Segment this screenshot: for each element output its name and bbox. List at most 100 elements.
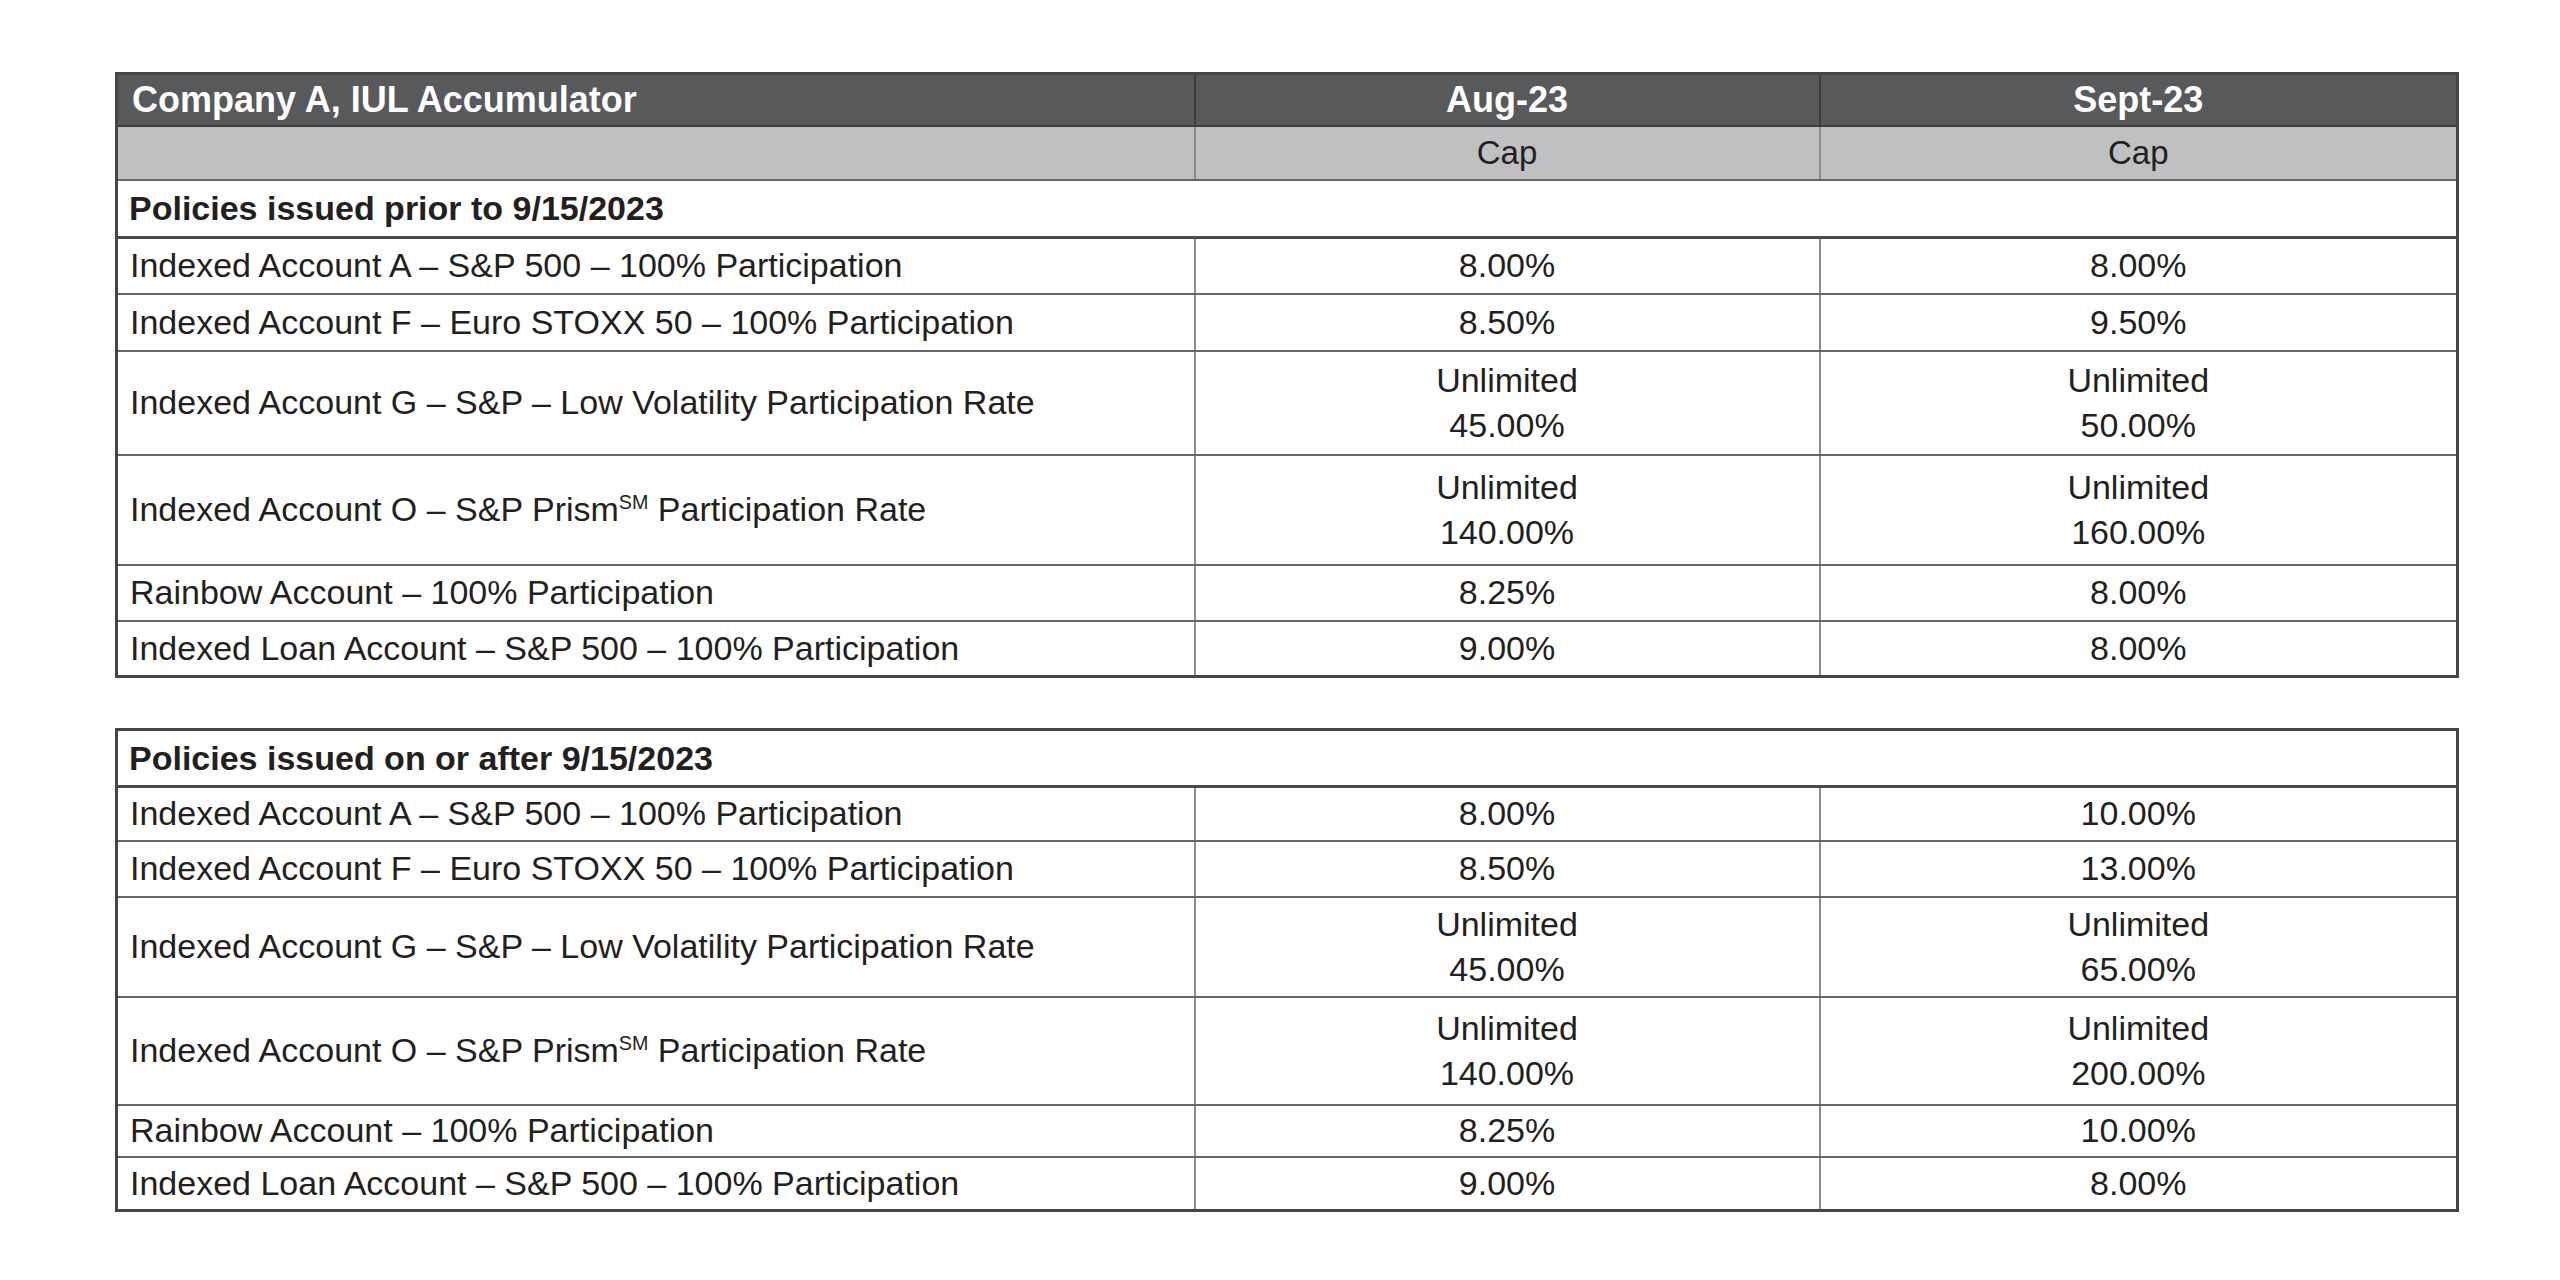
rate-value: Unlimited [1821,1006,2457,1051]
rate-value: 8.00% [1196,243,1819,288]
rates-table-after: Policies issued on or after 9/15/2023 Ind… [115,728,2459,1212]
rate-value: 8.00% [1196,791,1819,836]
row-label-text: Indexed Account O – S&P Prism [130,490,619,528]
rate-value: 8.50% [1196,846,1819,891]
rate-cell-sept: 9.50% [1820,294,2458,351]
table-row: Indexed Account G – S&P – Low Volatility… [117,897,2458,997]
rate-value: 50.00% [1821,403,2457,448]
rate-value: Unlimited [1196,465,1819,510]
table-row: Indexed Account G – S&P – Low Volatility… [117,351,2458,455]
rate-cell-aug: 8.00% [1195,787,1820,841]
table-row: Indexed Account A – S&P 500 – 100% Parti… [117,787,2458,841]
row-label-text: Rainbow Account – 100% Participation [130,573,714,611]
table-row: Rainbow Account – 100% Participation 8.25… [117,565,2458,621]
rate-value: 45.00% [1196,403,1819,448]
column-header-sept23: Sept-23 [1820,74,2458,126]
row-label-text: Indexed Account G – S&P – Low Volatility… [130,927,1035,965]
rate-cell-sept: 10.00% [1820,1105,2458,1157]
rate-cell-sept: 8.00% [1820,1157,2458,1211]
table-title-cell: Company A, IUL Accumulator [117,74,1195,126]
rate-cell-sept: Unlimited200.00% [1820,997,2458,1105]
rate-cell-sept: Unlimited160.00% [1820,455,2458,565]
rate-cell-aug: 9.00% [1195,1157,1820,1211]
trademark-superscript: SM [619,491,649,513]
table-row: Indexed Account A – S&P 500 – 100% Parti… [117,238,2458,294]
rate-value: Unlimited [1821,465,2457,510]
rate-value: Unlimited [1821,902,2457,947]
row-label-cell: Indexed Account F – Euro STOXX 50 – 100%… [117,294,1195,351]
row-label-cell: Indexed Account O – S&P PrismSM Particip… [117,455,1195,565]
row-label-cell: Indexed Loan Account – S&P 500 – 100% Pa… [117,1157,1195,1211]
rate-value: 9.50% [1821,300,2457,345]
row-label-text: Indexed Loan Account – S&P 500 – 100% Pa… [130,1164,959,1202]
rate-value: 9.00% [1196,1161,1819,1206]
rate-value: Unlimited [1821,358,2457,403]
rate-cell-aug: Unlimited45.00% [1195,351,1820,455]
rate-cell-aug: 9.00% [1195,621,1820,677]
section-header-row: Policies issued prior to 9/15/2023 [117,180,2458,238]
rate-cell-aug: 8.50% [1195,841,1820,897]
rate-value: 65.00% [1821,947,2457,992]
rate-cell-sept: Unlimited65.00% [1820,897,2458,997]
rate-cell-aug: 8.25% [1195,565,1820,621]
rate-cell-sept: 10.00% [1820,787,2458,841]
table-row: Indexed Account O – S&P PrismSM Particip… [117,455,2458,565]
table-header-row: Company A, IUL AccumulatorAug-23Sept-23 [117,74,2458,126]
row-label-text: Participation Rate [648,1031,926,1069]
rate-value: 9.00% [1196,626,1819,671]
trademark-superscript: SM [619,1032,649,1054]
rate-value: 140.00% [1196,1051,1819,1096]
rate-value: 160.00% [1821,510,2457,555]
row-label-text: Indexed Account G – S&P – Low Volatility… [130,383,1035,421]
row-label-text: Indexed Account F – Euro STOXX 50 – 100%… [130,303,1014,341]
rate-value: 200.00% [1821,1051,2457,1096]
row-label-text: Indexed Account A – S&P 500 – 100% Parti… [130,794,903,832]
rate-cell-aug: Unlimited45.00% [1195,897,1820,997]
subheader-cap-sept: Cap [1820,126,2458,180]
row-label-cell: Indexed Account O – S&P PrismSM Particip… [117,997,1195,1105]
row-label-cell: Indexed Account F – Euro STOXX 50 – 100%… [117,841,1195,897]
rate-value: Unlimited [1196,358,1819,403]
rate-value: 8.50% [1196,300,1819,345]
section-title: Policies issued on or after 9/15/2023 [117,730,2458,787]
rate-value: Unlimited [1196,902,1819,947]
table-row: Indexed Account F – Euro STOXX 50 – 100%… [117,294,2458,351]
rate-cell-aug: 8.50% [1195,294,1820,351]
table-row: Rainbow Account – 100% Participation 8.25… [117,1105,2458,1157]
subheader-empty-cell [117,126,1195,180]
subheader-cap-aug: Cap [1195,126,1820,180]
rate-cell-aug: Unlimited140.00% [1195,455,1820,565]
rate-cell-aug: 8.25% [1195,1105,1820,1157]
row-label-text: Indexed Account A – S&P 500 – 100% Parti… [130,246,903,284]
row-label-cell: Indexed Account A – S&P 500 – 100% Parti… [117,787,1195,841]
rate-value: 8.00% [1821,626,2457,671]
rate-cell-sept: 13.00% [1820,841,2458,897]
rates-table-prior: Company A, IUL AccumulatorAug-23Sept-23C… [115,72,2459,678]
table-row: Indexed Loan Account – S&P 500 – 100% Pa… [117,1157,2458,1211]
rate-value: 10.00% [1821,791,2457,836]
column-header-aug23: Aug-23 [1195,74,1820,126]
rate-value: 8.25% [1196,1108,1819,1153]
rate-value: 45.00% [1196,947,1819,992]
rate-cell-sept: 8.00% [1820,621,2458,677]
row-label-text: Rainbow Account – 100% Participation [130,1111,714,1149]
row-label-text: Indexed Account O – S&P Prism [130,1031,619,1069]
row-label-cell: Indexed Loan Account – S&P 500 – 100% Pa… [117,621,1195,677]
section-title: Policies issued prior to 9/15/2023 [117,180,2458,238]
rate-value: 8.00% [1821,570,2457,615]
table-row: Indexed Account F – Euro STOXX 50 – 100%… [117,841,2458,897]
rate-cell-aug: 8.00% [1195,238,1820,294]
subheader-row: CapCap [117,126,2458,180]
rate-cell-aug: Unlimited140.00% [1195,997,1820,1105]
row-label-cell: Indexed Account A – S&P 500 – 100% Parti… [117,238,1195,294]
row-label-text: Indexed Loan Account – S&P 500 – 100% Pa… [130,629,959,667]
row-label-cell: Indexed Account G – S&P – Low Volatility… [117,897,1195,997]
rate-value: 13.00% [1821,846,2457,891]
rate-cell-sept: 8.00% [1820,238,2458,294]
table-row: Indexed Account O – S&P PrismSM Particip… [117,997,2458,1105]
row-label-cell: Rainbow Account – 100% Participation [117,565,1195,621]
rate-value: 8.00% [1821,1161,2457,1206]
rate-value: 8.25% [1196,570,1819,615]
rate-value: 8.00% [1821,243,2457,288]
row-label-cell: Indexed Account G – S&P – Low Volatility… [117,351,1195,455]
